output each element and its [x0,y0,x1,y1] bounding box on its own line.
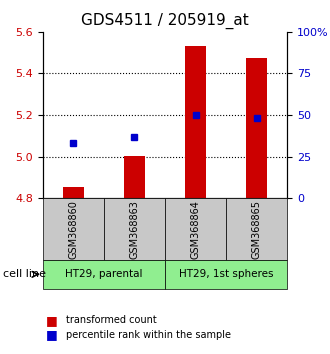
Bar [63,187,84,198]
Text: ■: ■ [46,328,58,341]
Bar [246,58,267,198]
Text: GSM368865: GSM368865 [251,200,262,259]
Bar [185,46,206,198]
Text: GDS4511 / 205919_at: GDS4511 / 205919_at [81,12,249,29]
Text: GSM368863: GSM368863 [129,200,140,259]
Text: ■: ■ [46,314,58,327]
Text: transformed count: transformed count [66,315,157,325]
Text: HT29, 1st spheres: HT29, 1st spheres [179,269,273,279]
Text: HT29, parental: HT29, parental [65,269,143,279]
Text: GSM368864: GSM368864 [190,200,201,259]
Text: GSM368860: GSM368860 [68,200,79,259]
Text: percentile rank within the sample: percentile rank within the sample [66,330,231,339]
Bar [124,156,145,198]
Text: cell line: cell line [3,269,46,279]
